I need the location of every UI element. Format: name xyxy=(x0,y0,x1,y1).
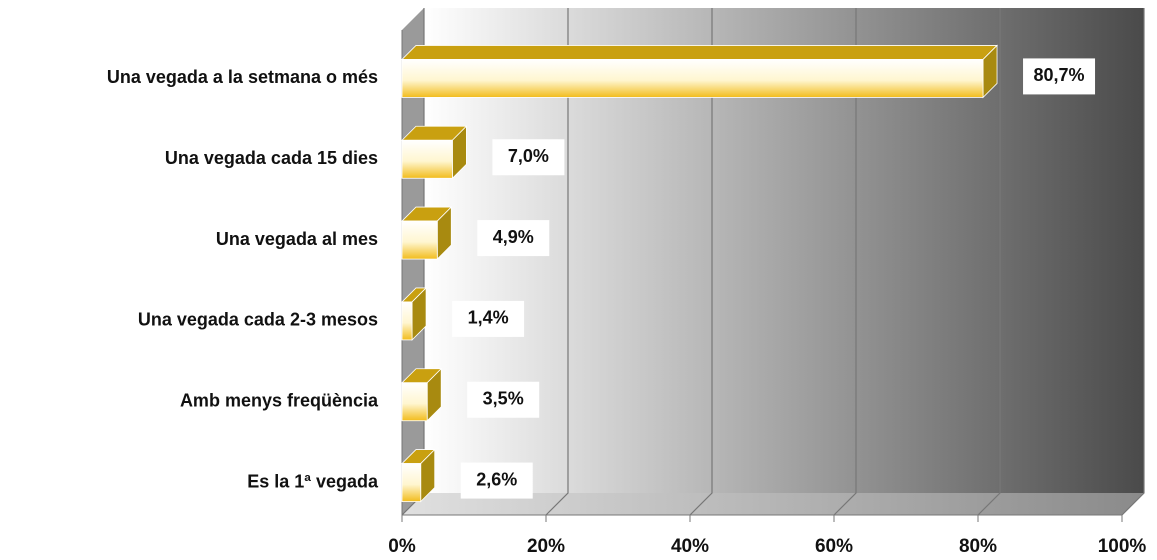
bar xyxy=(401,463,422,502)
category-label: Una vegada cada 15 dies xyxy=(165,148,378,168)
back-wall xyxy=(424,8,1144,493)
grid-line xyxy=(977,8,1001,516)
category-label: Una vegada cada 2-3 mesos xyxy=(138,310,378,330)
value-label: 1,4% xyxy=(468,308,509,328)
x-tick-label: 20% xyxy=(527,536,565,557)
grid-line xyxy=(545,8,569,516)
value-label: 2,6% xyxy=(476,469,517,489)
bar xyxy=(401,382,428,422)
value-label-box xyxy=(460,462,533,499)
value-label-box xyxy=(477,220,550,257)
value-label-box xyxy=(1023,58,1096,95)
bar xyxy=(401,139,453,179)
bar xyxy=(401,59,984,98)
value-label-box xyxy=(467,381,540,418)
value-label: 4,9% xyxy=(493,227,534,247)
value-label: 3,5% xyxy=(483,389,524,409)
x-tick-label: 40% xyxy=(671,536,709,557)
category-label: Una vegada a la setmana o més xyxy=(107,67,378,87)
value-label-box xyxy=(492,139,565,176)
value-label: 80,7% xyxy=(1034,65,1085,85)
category-label: Amb menys freqüència xyxy=(180,391,379,411)
grid-line xyxy=(833,8,857,516)
x-tick-label: 100% xyxy=(1098,536,1147,557)
bar xyxy=(401,301,413,341)
x-tick-label: 80% xyxy=(959,536,997,557)
grid-line xyxy=(1121,8,1145,516)
category-label: Una vegada al mes xyxy=(216,229,378,249)
value-label: 7,0% xyxy=(508,146,549,166)
value-label-box xyxy=(452,300,525,337)
x-tick-label: 0% xyxy=(388,536,416,557)
grid-line xyxy=(689,8,713,516)
floor xyxy=(402,493,1144,515)
bar-top xyxy=(401,45,999,60)
x-tick-label: 60% xyxy=(815,536,853,557)
bar xyxy=(401,220,438,260)
category-label: Es la 1ª vegada xyxy=(247,471,379,491)
